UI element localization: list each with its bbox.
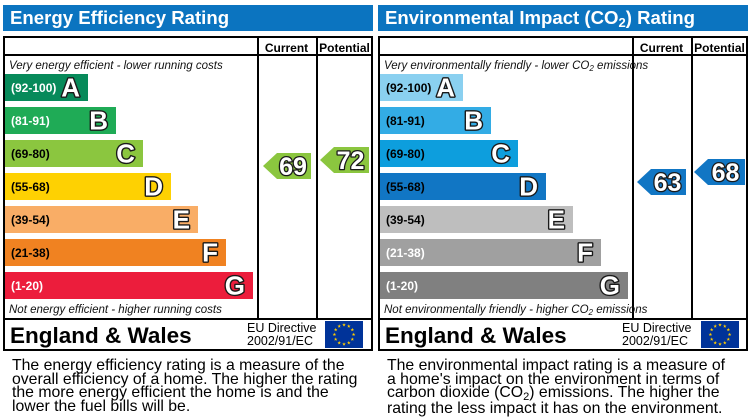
svg-text:C: C	[491, 139, 510, 169]
svg-text:72: 72	[337, 147, 365, 173]
svg-text:F: F	[202, 238, 218, 268]
svg-text:68: 68	[712, 159, 740, 185]
svg-text:D: D	[519, 172, 538, 202]
svg-text:B: B	[89, 106, 108, 136]
svg-text:B: B	[464, 106, 483, 136]
svg-text:C: C	[116, 139, 135, 169]
svg-text:E: E	[548, 205, 565, 235]
svg-text:A: A	[436, 73, 455, 103]
svg-text:G: G	[225, 271, 245, 301]
svg-text:69: 69	[279, 153, 307, 179]
svg-text:63: 63	[654, 169, 682, 195]
svg-text:D: D	[144, 172, 163, 202]
svg-text:G: G	[600, 271, 620, 301]
svg-text:F: F	[577, 238, 593, 268]
svg-text:A: A	[61, 73, 80, 103]
svg-text:E: E	[173, 205, 190, 235]
